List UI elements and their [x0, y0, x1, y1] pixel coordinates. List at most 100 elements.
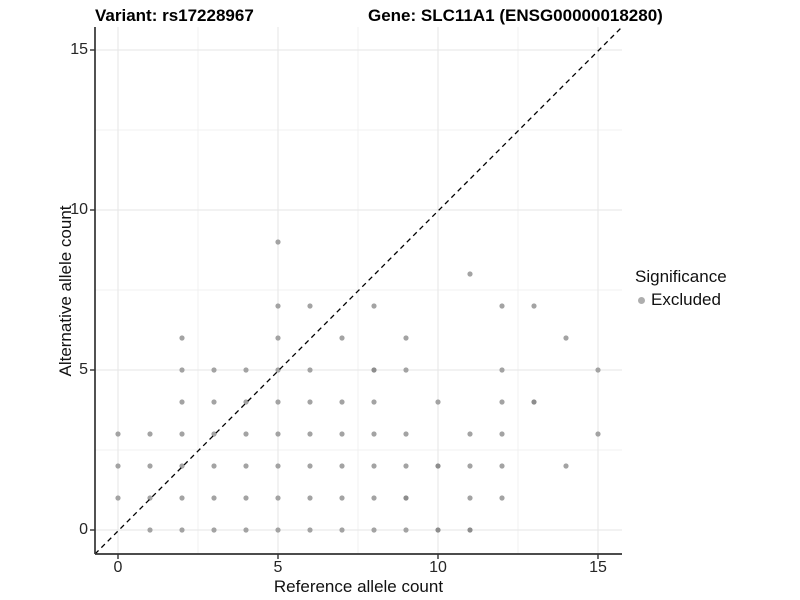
data-point	[275, 431, 281, 437]
data-point	[403, 431, 409, 437]
data-point	[275, 335, 281, 341]
data-point	[307, 463, 313, 469]
data-point	[211, 367, 217, 373]
data-point	[115, 463, 121, 469]
y-tick-label: 10	[70, 201, 88, 218]
legend: Significance Excluded	[635, 267, 727, 310]
data-point	[467, 527, 473, 533]
data-point	[275, 239, 281, 245]
data-point	[403, 335, 409, 341]
data-point	[179, 495, 185, 501]
data-point	[339, 399, 345, 405]
data-point	[147, 495, 153, 501]
data-point	[147, 527, 153, 533]
data-point	[179, 527, 185, 533]
data-point	[499, 431, 505, 437]
data-point	[307, 431, 313, 437]
data-point	[147, 431, 153, 437]
data-point	[371, 431, 377, 437]
data-point	[339, 495, 345, 501]
data-point	[595, 431, 601, 437]
data-point	[243, 431, 249, 437]
x-tick-label: 10	[429, 559, 447, 576]
data-point	[499, 303, 505, 309]
x-axis-title: Reference allele count	[273, 577, 444, 596]
data-point	[467, 463, 473, 469]
data-point	[563, 335, 569, 341]
data-point	[307, 303, 313, 309]
data-point	[371, 527, 377, 533]
y-tick-label: 15	[70, 41, 88, 58]
data-point	[339, 463, 345, 469]
data-point	[243, 399, 249, 405]
data-point	[371, 463, 377, 469]
data-point	[403, 367, 409, 373]
data-point	[403, 527, 409, 533]
data-point	[499, 495, 505, 501]
data-point	[243, 527, 249, 533]
plot-title-gene: Gene: SLC11A1 (ENSG00000018280)	[368, 6, 663, 25]
data-point	[275, 527, 281, 533]
data-point	[531, 399, 537, 405]
data-point	[435, 399, 441, 405]
data-point	[531, 303, 537, 309]
data-point	[211, 431, 217, 437]
data-point	[179, 463, 185, 469]
data-point	[499, 367, 505, 373]
data-point	[307, 399, 313, 405]
data-point	[179, 335, 185, 341]
data-point	[275, 399, 281, 405]
x-tick-label: 0	[113, 559, 123, 576]
data-point	[403, 495, 409, 501]
data-point	[275, 495, 281, 501]
data-point	[179, 367, 185, 373]
data-point	[275, 303, 281, 309]
excluded-point-icon	[638, 296, 645, 304]
data-point	[403, 463, 409, 469]
data-point	[467, 431, 473, 437]
data-point	[179, 399, 185, 405]
data-point	[211, 495, 217, 501]
x-tick-label: 5	[273, 559, 283, 576]
y-tick-label: 5	[79, 361, 88, 378]
y-axis-title: Alternative allele count	[56, 205, 75, 377]
data-point	[211, 463, 217, 469]
data-point	[371, 303, 377, 309]
data-point	[211, 399, 217, 405]
data-point	[595, 367, 601, 373]
data-point	[467, 271, 473, 277]
plot-title-variant: Variant: rs17228967	[95, 6, 254, 25]
data-point	[307, 527, 313, 533]
data-point	[179, 431, 185, 437]
data-point	[371, 399, 377, 405]
data-point	[339, 335, 345, 341]
data-point	[307, 495, 313, 501]
data-point	[499, 399, 505, 405]
data-point	[371, 367, 377, 373]
legend-title: Significance	[635, 267, 727, 286]
data-point	[211, 527, 217, 533]
legend-item-excluded: Excluded	[638, 290, 727, 310]
data-point	[339, 431, 345, 437]
data-point	[147, 463, 153, 469]
data-point	[243, 367, 249, 373]
data-point	[275, 367, 281, 373]
data-point	[339, 527, 345, 533]
data-point	[307, 367, 313, 373]
data-point	[243, 463, 249, 469]
identity-line	[94, 26, 623, 555]
data-point	[499, 463, 505, 469]
data-point	[115, 431, 121, 437]
y-tick-label: 0	[79, 521, 88, 538]
data-point	[467, 495, 473, 501]
data-point	[115, 495, 121, 501]
x-tick-label: 15	[589, 559, 607, 576]
data-point	[435, 463, 441, 469]
data-point	[275, 463, 281, 469]
data-point	[563, 463, 569, 469]
legend-item-label: Excluded	[651, 290, 721, 309]
data-point	[371, 495, 377, 501]
data-point	[435, 527, 441, 533]
